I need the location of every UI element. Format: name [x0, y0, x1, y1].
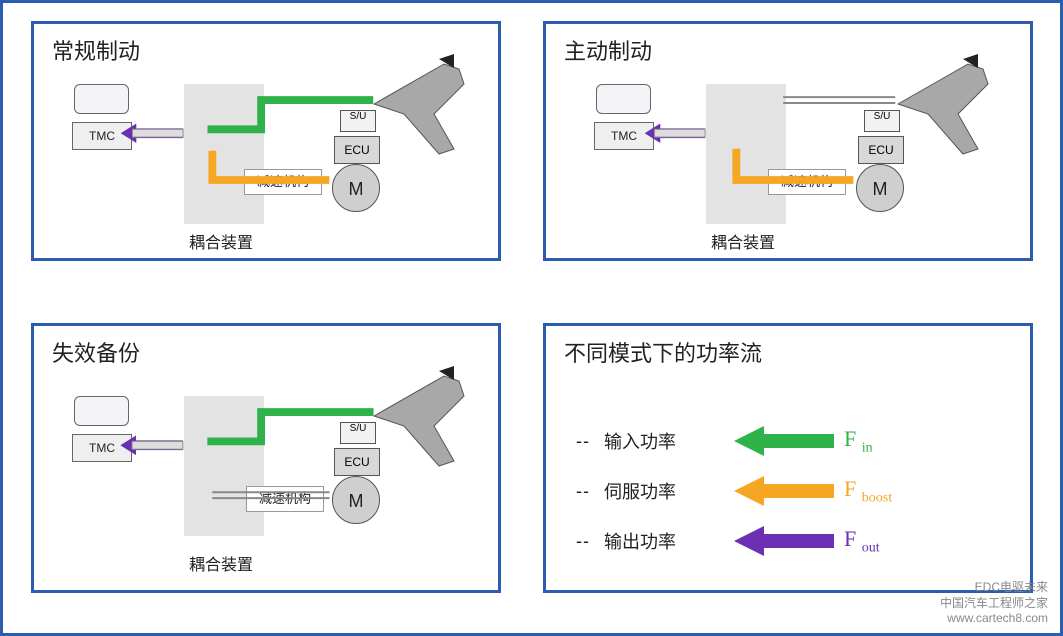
- coupling-block: [184, 396, 264, 536]
- coupling-block: [706, 84, 786, 224]
- panel-normal-braking: 常规制动 TMC 减速机构 ECU S/U M 耦合装置: [31, 21, 501, 261]
- gear-box: 减速机构: [244, 169, 322, 195]
- watermark-line: www.cartech8.com: [940, 611, 1048, 627]
- legend-arrow: [724, 526, 844, 556]
- legend-dash: --: [576, 431, 604, 452]
- legend-dash: --: [576, 531, 604, 552]
- legend-row-input: -- 输入功率 F in: [576, 426, 1016, 456]
- tmc-box: TMC: [72, 434, 132, 462]
- coupling-label: 耦合装置: [189, 229, 253, 253]
- diagram-frame: 常规制动 TMC 减速机构 ECU S/U M 耦合装置: [0, 0, 1063, 636]
- coupling-label: 耦合装置: [189, 551, 253, 575]
- legend-f-in: F in: [844, 426, 964, 456]
- panel-failsafe: 失效备份 TMC 减速机构 ECU S/U M 耦合装置: [31, 323, 501, 593]
- legend-f-out: F out: [844, 526, 964, 556]
- tmc-cylinder: [74, 84, 129, 114]
- watermark-line: EDC电驱未来: [940, 580, 1048, 596]
- panel-active-braking: 主动制动 TMC 减速机构 ECU S/U M 耦合装置: [543, 21, 1033, 261]
- legend-f-boost: F boost: [844, 476, 964, 506]
- motor: M: [332, 164, 380, 212]
- diagram-normal: TMC 减速机构 ECU S/U M 耦合装置: [34, 24, 498, 258]
- panel-legend: 不同模式下的功率流 -- 输入功率 F in -- 伺服功率 F boost -…: [543, 323, 1033, 593]
- legend-arrow: [724, 426, 844, 456]
- watermark: EDC电驱未来 中国汽车工程师之家 www.cartech8.com: [940, 580, 1048, 627]
- motor: M: [856, 164, 904, 212]
- watermark-line: 中国汽车工程师之家: [940, 596, 1048, 612]
- motor: M: [332, 476, 380, 524]
- diagram-active: TMC 减速机构 ECU S/U M 耦合装置: [546, 24, 1030, 258]
- legend-label: 伺服功率: [604, 478, 724, 504]
- su-s: S: [350, 423, 357, 434]
- legend-label: 输出功率: [604, 528, 724, 554]
- legend-title: 不同模式下的功率流: [564, 336, 762, 368]
- legend-label: 输入功率: [604, 428, 724, 454]
- gear-box: 减速机构: [246, 486, 324, 512]
- legend-row-output: -- 输出功率 F out: [576, 526, 1016, 556]
- su-s: S: [874, 111, 881, 122]
- tmc-box: TMC: [594, 122, 654, 150]
- brake-pedal-icon: [364, 366, 494, 476]
- tmc-cylinder: [74, 396, 129, 426]
- diagram-failsafe: TMC 减速机构 ECU S/U M 耦合装置: [34, 326, 498, 590]
- legend-arrow: [724, 476, 844, 506]
- brake-pedal-icon: [364, 54, 494, 164]
- coupling-label: 耦合装置: [711, 229, 775, 253]
- legend-row-boost: -- 伺服功率 F boost: [576, 476, 1016, 506]
- tmc-cylinder: [596, 84, 651, 114]
- su-s: S: [350, 111, 357, 122]
- tmc-box: TMC: [72, 122, 132, 150]
- legend-dash: --: [576, 481, 604, 502]
- gear-box: 减速机构: [768, 169, 846, 195]
- brake-pedal-icon: [888, 54, 1018, 164]
- coupling-block: [184, 84, 264, 224]
